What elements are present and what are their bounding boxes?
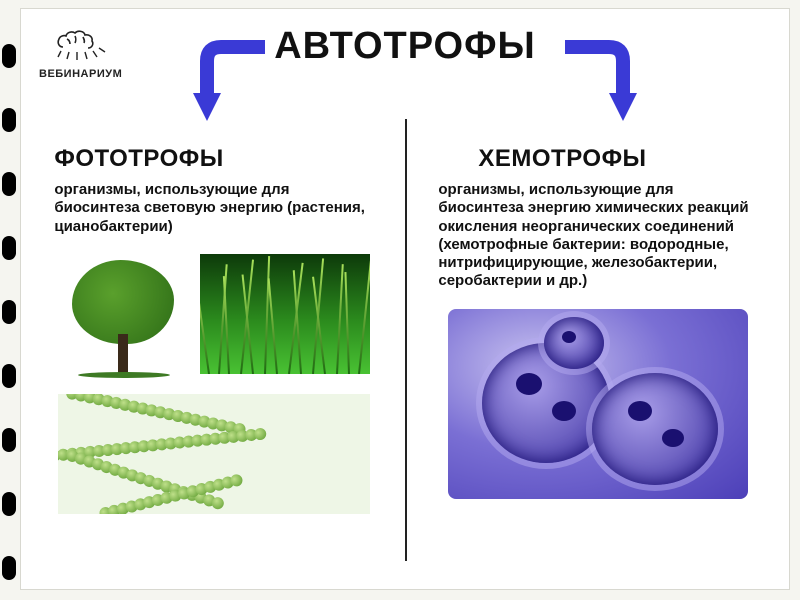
subheading-chemotrophs: ХЕМОТРОФЫ bbox=[478, 145, 755, 173]
column-phototrophs: ФОТОТРОФЫ организмы, использующие для би… bbox=[36, 129, 389, 569]
subheading-phototrophs: ФОТОТРОФЫ bbox=[54, 145, 371, 173]
column-chemotrophs: ХЕМОТРОФЫ организмы, использующие для би… bbox=[420, 129, 773, 569]
image-grass bbox=[200, 254, 370, 374]
desc-phototrophs: организмы, использующие для биосинтеза с… bbox=[54, 181, 371, 236]
page-title: АВТОТРОФЫ bbox=[21, 25, 789, 68]
arrow-right-icon bbox=[559, 35, 639, 129]
logo-label: ВЕБИНАРИУМ bbox=[39, 68, 122, 80]
spiral-binding bbox=[0, 0, 18, 600]
image-cyanobacteria bbox=[58, 394, 370, 514]
column-divider bbox=[405, 119, 407, 561]
image-tree bbox=[58, 254, 188, 384]
image-chemotroph-bacteria bbox=[448, 309, 748, 499]
desc-chemotrophs: организмы, использующие для биосинтеза э… bbox=[438, 181, 755, 291]
phototroph-images bbox=[54, 250, 371, 520]
arrow-left-icon bbox=[191, 35, 271, 129]
page: ВЕБИНАРИУМ АВТОТРОФЫ ФОТОТРОФЫ организмы… bbox=[20, 8, 790, 590]
